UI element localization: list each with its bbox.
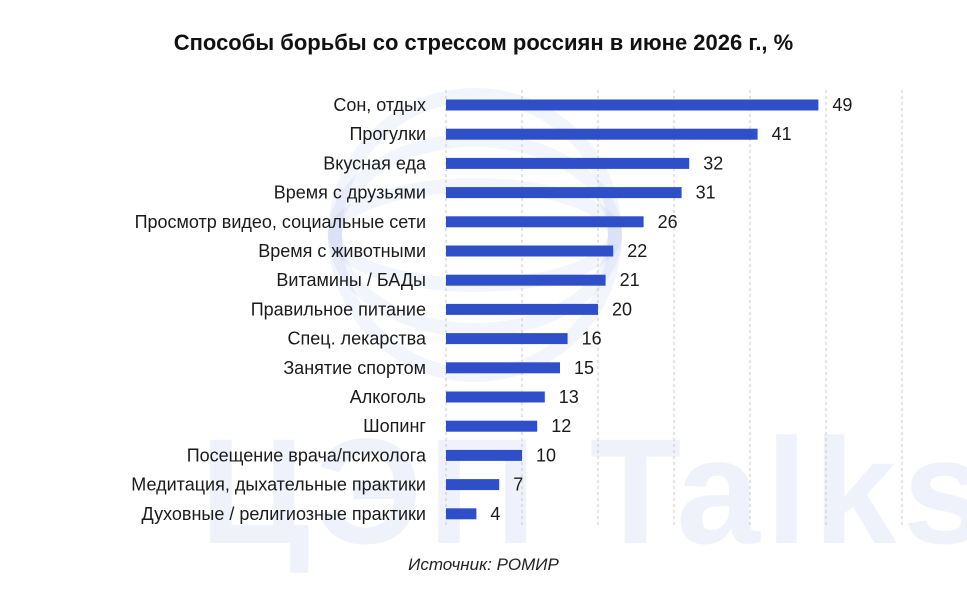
bar	[446, 508, 477, 520]
chart-bars	[446, 99, 819, 520]
bar	[446, 274, 606, 286]
chart-value-labels: 49 41 32 31 26 22 21 20 16 15 13 12 10 74	[490, 95, 852, 524]
bar	[446, 128, 758, 140]
value-label: 4	[490, 504, 500, 524]
category-label: Вкусная еда	[323, 153, 427, 173]
value-label: 32	[703, 153, 723, 173]
value-label: 16	[582, 329, 602, 349]
category-label: Посещение врача/психолога	[187, 445, 427, 465]
category-label: Духовные / религиозные практики	[142, 504, 426, 524]
bar	[446, 420, 538, 432]
bar	[446, 303, 598, 315]
bar	[446, 187, 682, 199]
chart-title: Способы борьбы со стрессом россиян в июн…	[173, 30, 794, 55]
watermark-text: ЦЭП Talks	[200, 407, 967, 575]
value-label: 26	[658, 212, 678, 232]
bar	[446, 333, 568, 345]
bar	[446, 245, 614, 257]
value-label: 15	[574, 358, 594, 378]
category-label: Шопинг	[363, 416, 426, 436]
value-label: 41	[772, 124, 792, 144]
bar	[446, 362, 560, 374]
value-label: 13	[559, 387, 579, 407]
value-label: 12	[551, 416, 571, 436]
value-label: 49	[832, 95, 852, 115]
category-label: Сон, отдых	[333, 95, 426, 115]
source-note: Источник: РОМИР	[408, 555, 559, 574]
bar	[446, 157, 690, 169]
category-label: Спец. лекарства	[288, 329, 427, 349]
value-label: 31	[696, 183, 716, 203]
value-label: 22	[627, 241, 647, 261]
category-label: Занятие спортом	[283, 358, 426, 378]
bar	[446, 449, 522, 461]
category-label: Время с животными	[258, 241, 426, 261]
category-label: Просмотр видео, социальные сети	[135, 212, 426, 232]
category-label: Правильное питание	[251, 299, 426, 319]
bar	[446, 479, 500, 491]
value-label: 21	[620, 270, 640, 290]
chart-category-labels: Сон, отдых Прогулки Вкусная еда Время с дру…	[131, 95, 427, 524]
category-label: Медитация, дыхательные практики	[131, 475, 426, 495]
value-label: 10	[536, 445, 556, 465]
value-label: 7	[513, 475, 523, 495]
bar	[446, 216, 644, 228]
bar	[446, 99, 819, 111]
value-label: 20	[612, 299, 632, 319]
category-label: Алкоголь	[350, 387, 426, 407]
category-label: Прогулки	[349, 124, 426, 144]
category-label: Время с друзьями	[274, 183, 426, 203]
bar	[446, 391, 545, 403]
category-label: Витамины / БАДы	[276, 270, 426, 290]
